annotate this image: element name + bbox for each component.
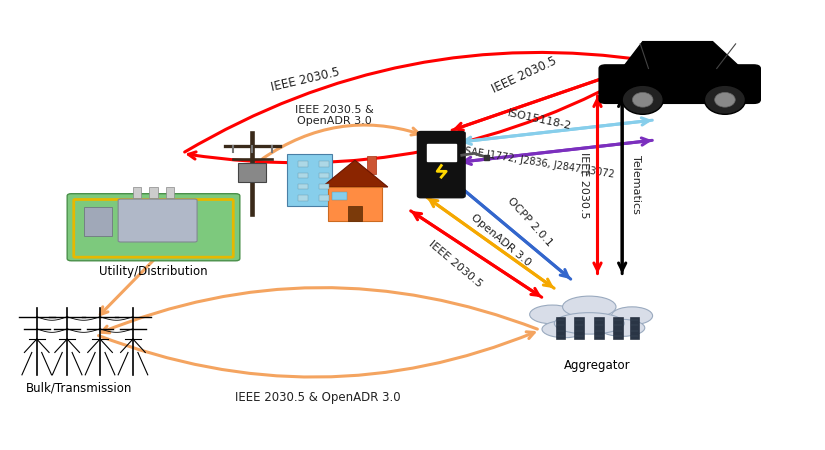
Bar — [299, 184, 309, 189]
Bar — [574, 317, 584, 338]
Bar — [367, 156, 375, 174]
FancyBboxPatch shape — [599, 65, 761, 104]
Text: OCPP 2.0.1: OCPP 2.0.1 — [506, 196, 554, 249]
Bar — [629, 317, 639, 338]
Text: Bulk/Transmission: Bulk/Transmission — [26, 382, 133, 395]
FancyBboxPatch shape — [417, 131, 465, 198]
Text: Telematics: Telematics — [631, 155, 641, 214]
Ellipse shape — [530, 305, 575, 324]
Bar — [83, 207, 112, 236]
Bar — [484, 155, 489, 160]
Bar — [319, 195, 329, 201]
Bar — [287, 154, 332, 206]
Text: SAE J1772, J2836, J2847, J3072: SAE J1772, J2836, J2847, J3072 — [464, 147, 615, 180]
Text: IEEE 2030.5 & OpenADR 3.0: IEEE 2030.5 & OpenADR 3.0 — [235, 391, 401, 404]
Bar — [299, 173, 309, 178]
Text: IEEE 2030.5: IEEE 2030.5 — [270, 65, 342, 94]
Text: Utility/Distribution: Utility/Distribution — [99, 265, 208, 278]
Bar — [238, 163, 266, 182]
Bar — [613, 317, 623, 338]
Text: Aggregator: Aggregator — [564, 359, 631, 372]
FancyBboxPatch shape — [67, 194, 240, 261]
Bar — [594, 317, 604, 338]
Text: IEEE 2030.5: IEEE 2030.5 — [578, 152, 588, 218]
Bar — [149, 187, 158, 198]
Polygon shape — [322, 160, 388, 187]
Ellipse shape — [554, 313, 625, 334]
Bar — [299, 162, 309, 166]
Ellipse shape — [705, 85, 746, 114]
Ellipse shape — [563, 296, 616, 318]
Bar — [133, 187, 141, 198]
Bar — [299, 195, 309, 201]
Bar — [319, 173, 329, 178]
Text: IEEE 2030.5: IEEE 2030.5 — [490, 54, 559, 95]
Text: IEEE 2030.5 &
OpenADR 3.0: IEEE 2030.5 & OpenADR 3.0 — [295, 105, 374, 126]
Bar — [319, 162, 329, 166]
Ellipse shape — [542, 321, 587, 338]
Bar — [319, 184, 329, 189]
Text: IEEE 2030.5: IEEE 2030.5 — [427, 238, 484, 289]
Ellipse shape — [622, 85, 663, 114]
Bar — [166, 187, 174, 198]
Bar — [332, 192, 346, 200]
Text: OpenADR 3.0: OpenADR 3.0 — [469, 213, 532, 269]
Ellipse shape — [611, 307, 653, 325]
Bar — [427, 144, 455, 162]
Bar — [347, 206, 362, 220]
Bar — [328, 187, 382, 220]
Ellipse shape — [600, 320, 645, 336]
Polygon shape — [622, 42, 742, 68]
FancyBboxPatch shape — [118, 199, 197, 242]
Text: ISO15118-2: ISO15118-2 — [507, 108, 573, 131]
Bar — [555, 317, 565, 338]
Ellipse shape — [633, 92, 653, 107]
Ellipse shape — [714, 92, 735, 107]
